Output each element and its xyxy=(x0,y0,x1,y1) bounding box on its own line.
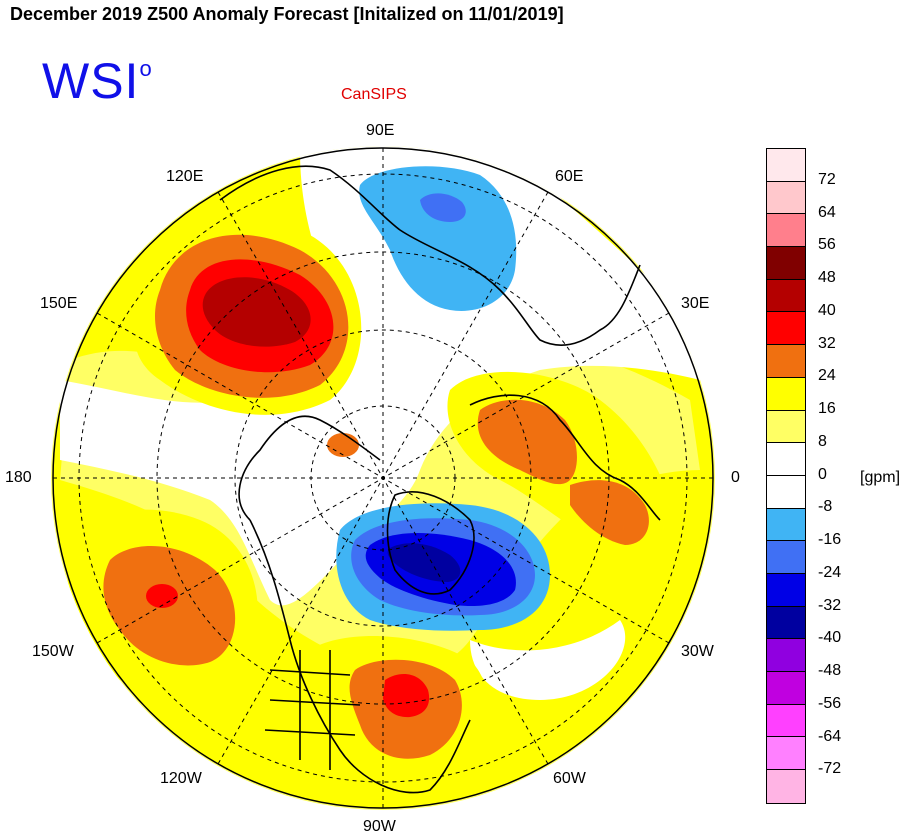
latitude-circle xyxy=(234,329,532,627)
colorbar-swatch xyxy=(767,508,805,542)
colorbar-tick-label: -24 xyxy=(818,563,842,581)
anomaly-north-m16 xyxy=(420,193,466,222)
colorbar-tick-label: -8 xyxy=(818,498,833,516)
lon-label-60w: 60W xyxy=(553,770,586,787)
anomaly-siberia-48 xyxy=(202,277,311,347)
anomaly-us-40 xyxy=(383,674,430,718)
colorbar-tick-label: 0 xyxy=(818,465,827,483)
lon-label-120w: 120W xyxy=(160,770,202,787)
anomaly-north-m8 xyxy=(359,166,517,311)
colorbar-unit: [gpm] xyxy=(860,469,901,486)
colorbar-tick-label: 8 xyxy=(818,432,827,450)
anomaly-europe-32 xyxy=(477,399,577,485)
colorbar-tick-label: -48 xyxy=(818,662,842,679)
logo-text: WSI xyxy=(42,53,140,109)
colorbar-tick-label: 40 xyxy=(818,301,836,319)
anomaly-pacific-40 xyxy=(146,584,178,608)
colorbar-tick-label: -16 xyxy=(818,531,842,548)
colorbar-tick-label: -40 xyxy=(818,629,842,647)
coastline-north-america xyxy=(249,519,471,794)
colorbar-swatch xyxy=(767,312,805,346)
coastline-alaska xyxy=(238,415,381,521)
lon-label-90e: 90E xyxy=(366,122,395,139)
colorbar-tick-label: 16 xyxy=(818,400,836,417)
colorbar-swatch xyxy=(767,475,805,509)
colorbar-tick-label: -32 xyxy=(818,596,842,614)
coastline-asia xyxy=(219,165,641,346)
colorbar-swatch xyxy=(767,639,805,672)
graticule xyxy=(53,148,713,808)
anomaly-zero-center xyxy=(60,146,704,606)
colorbar-swatch xyxy=(767,214,805,248)
colorbar-tick-label: 24 xyxy=(818,367,836,385)
meridian xyxy=(217,191,549,765)
colorbar-swatch xyxy=(767,279,805,313)
colorbar-tick-label: 64 xyxy=(818,203,836,221)
colorbar-swatch xyxy=(767,345,805,378)
colorbar-swatch xyxy=(767,770,805,803)
colorbar-swatch xyxy=(767,410,805,444)
lon-label-150w: 150W xyxy=(32,643,74,660)
colorbar-swatch xyxy=(767,149,805,182)
colorbar-tick-label: -56 xyxy=(818,694,842,712)
lon-label-150e: 150E xyxy=(40,295,78,312)
colorbar-swatch xyxy=(767,181,805,215)
anomaly-arctic-m32 xyxy=(387,543,461,582)
logo-mark: o xyxy=(139,56,153,82)
colorbar-swatch xyxy=(767,443,805,476)
colorbar-tick-label: -72 xyxy=(818,760,842,778)
us-state-grid xyxy=(264,650,361,770)
wsi-logo: WSIo xyxy=(42,56,153,106)
colorbar-swatch xyxy=(767,704,805,738)
lon-label-60e: 60E xyxy=(555,168,584,185)
colorbar-swatch xyxy=(767,377,805,411)
model-label: CanSIPS xyxy=(341,86,407,103)
lon-label-30w: 30W xyxy=(681,643,714,660)
anomaly-pole-32 xyxy=(327,433,359,457)
lon-label-180: 180 xyxy=(5,469,32,486)
colorbar-tick-label: 32 xyxy=(818,334,836,352)
colorbar-swatch xyxy=(767,606,805,640)
coastlines xyxy=(219,165,661,794)
chart-title: December 2019 Z500 Anomaly Forecast [Ini… xyxy=(10,4,564,24)
lon-label-0: 0 xyxy=(731,469,740,486)
coastline-greenland xyxy=(386,491,475,595)
colorbar-tick-label: -64 xyxy=(818,727,842,745)
colorbar-tick-label: 48 xyxy=(818,269,836,286)
colorbar-swatch xyxy=(767,573,805,607)
colorbar-tick-label: 72 xyxy=(818,170,836,188)
lon-label-30e: 30E xyxy=(681,295,710,312)
colorbar-swatch xyxy=(767,672,805,705)
colorbar-swatch xyxy=(767,247,805,280)
lon-label-90w: 90W xyxy=(363,818,396,835)
colorbar-swatch xyxy=(767,737,805,771)
colorbar xyxy=(766,148,806,804)
anomaly-zero-south xyxy=(470,620,626,700)
colorbar-swatch xyxy=(767,541,805,574)
coastline-europe xyxy=(469,394,661,521)
anomaly-iberia-32 xyxy=(570,480,649,545)
colorbar-tick-label: 56 xyxy=(818,236,836,254)
lon-label-120e: 120E xyxy=(166,168,204,185)
map-border xyxy=(52,147,714,809)
